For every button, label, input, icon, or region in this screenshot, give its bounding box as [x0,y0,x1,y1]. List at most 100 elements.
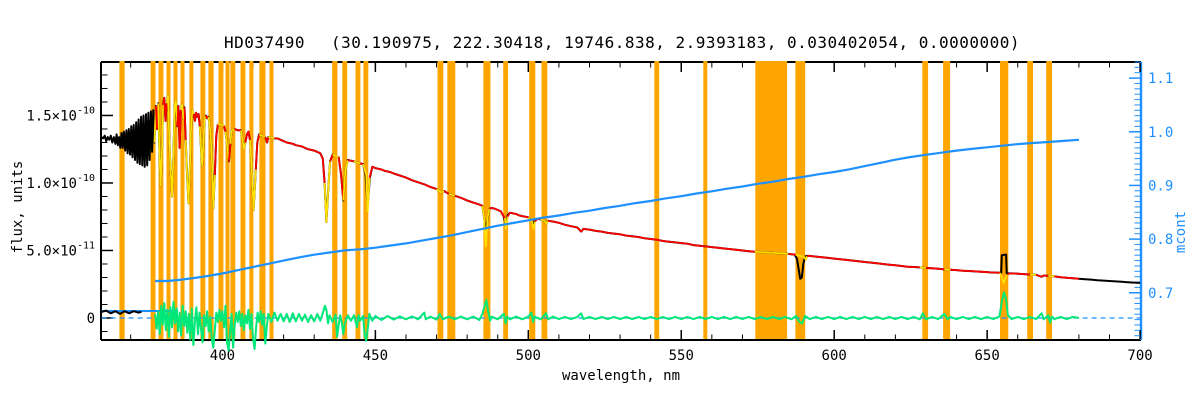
observed-spectrum [100,94,1141,284]
x-tick-label: 450 [363,348,388,364]
model-fit-segment [268,136,275,140]
model-fit-segment [1006,272,1031,276]
model-fit-segment [337,157,345,201]
masked-band [943,61,951,339]
model-fit-segment [183,107,187,140]
model-fit-segment [254,134,260,170]
masked-band [259,61,266,339]
y-left-tick-label: 1.5×10-10 [26,105,95,124]
masked-band [1027,61,1033,339]
model-fit-segment [217,122,225,127]
model-fit-segment [503,216,509,230]
masked-band [208,61,214,339]
y-right-tick-label: 0.9 [1148,178,1173,194]
model-fit-segment [162,97,168,122]
model-fit-segment [806,255,920,269]
model-fit-segment [274,137,326,184]
model-fit-segment [1048,275,1055,278]
model-fit-segment [1054,275,1079,280]
model-fit-segment [157,103,164,187]
plot-title: HD037490 (30.190975, 222.30418, 19746.838… [224,33,1020,52]
model-fit-segment [454,194,483,207]
masked-band [225,61,230,339]
model-fit-segment [919,266,927,269]
model-fit-segment [342,159,349,201]
x-axis-label: wavelength, nm [561,368,681,384]
title-params: (30.190975, 222.30418, 19746.838, 2.9393… [331,33,1021,52]
model-fit-segment [795,253,808,261]
model-fit-segment [192,111,201,127]
model-fit-segment [362,163,371,213]
model-fit-segment [788,253,796,256]
masked-band [269,61,274,339]
model-fit-segment [489,207,506,219]
masked-band [230,61,236,339]
model-fit-segment [228,143,232,162]
model-fit-segment [1035,273,1049,278]
model-fit-segment [950,268,1001,274]
model-fit-segment [184,109,195,205]
masked-band [200,61,206,339]
model-fit-segment [176,105,182,149]
y-left-tick-label: 0 [87,311,95,327]
model-fit-segment [165,94,179,198]
y-left-tick-label: 5.0×10-11 [26,240,95,259]
model-fit-segment [448,192,456,197]
masked-band [166,61,171,339]
model-fit-segment [540,218,549,225]
model-fit-segment [754,250,789,255]
model-fit-segment [223,126,227,132]
masked-band [119,61,125,339]
model-fit-segment [249,139,257,211]
masked-band [158,61,164,339]
masked-band [703,61,708,339]
model-fit-segment [359,162,364,165]
masked-band [363,61,369,339]
model-fit-segment [264,136,270,144]
model-fit-segment [207,116,216,210]
masked-band [1046,61,1052,339]
model-fit-segment [925,267,945,271]
masked-band [189,61,194,339]
masked-band [483,61,491,339]
masked-band [503,61,509,339]
x-tick-label: 500 [516,348,541,364]
model-fit-segment [213,124,219,175]
model-fit-segment [229,128,236,144]
y-right-tick-label: 1.0 [1148,125,1173,141]
masked-band [755,61,788,339]
model-fit-segment [329,154,334,162]
model-fit-segment [224,131,230,162]
model-fit-segment [436,188,445,194]
star-name: HD037490 [223,33,306,52]
x-tick-label: 600 [822,348,847,364]
model-fit-segment [347,159,355,163]
masked-band [249,61,254,339]
masked-band [342,61,348,339]
masked-band [922,61,929,339]
model-fit-segment [244,130,251,143]
residual [154,291,1080,352]
masked-band [795,61,806,339]
model-fit-segment [353,160,361,165]
model-fit-segment [332,153,340,159]
model-fit-segment [323,161,331,223]
y-right-tick-label: 1.1 [1148,71,1173,87]
masked-band [355,61,361,339]
masked-band [447,61,456,339]
masked-band [332,61,338,339]
mcont-curve [155,138,1079,283]
model-fit-segment [368,165,437,190]
model-fit-segment [234,128,241,132]
model-fit-segment [999,272,1009,284]
model-fit-segment [548,219,755,253]
model-fit-segment [239,130,247,151]
masked-band [218,61,224,339]
masked-band [1000,61,1009,339]
masked-band [240,61,246,339]
y-right-tick-label: 0.7 [1148,286,1173,302]
masked-band [529,61,536,339]
masked-band [180,61,185,339]
